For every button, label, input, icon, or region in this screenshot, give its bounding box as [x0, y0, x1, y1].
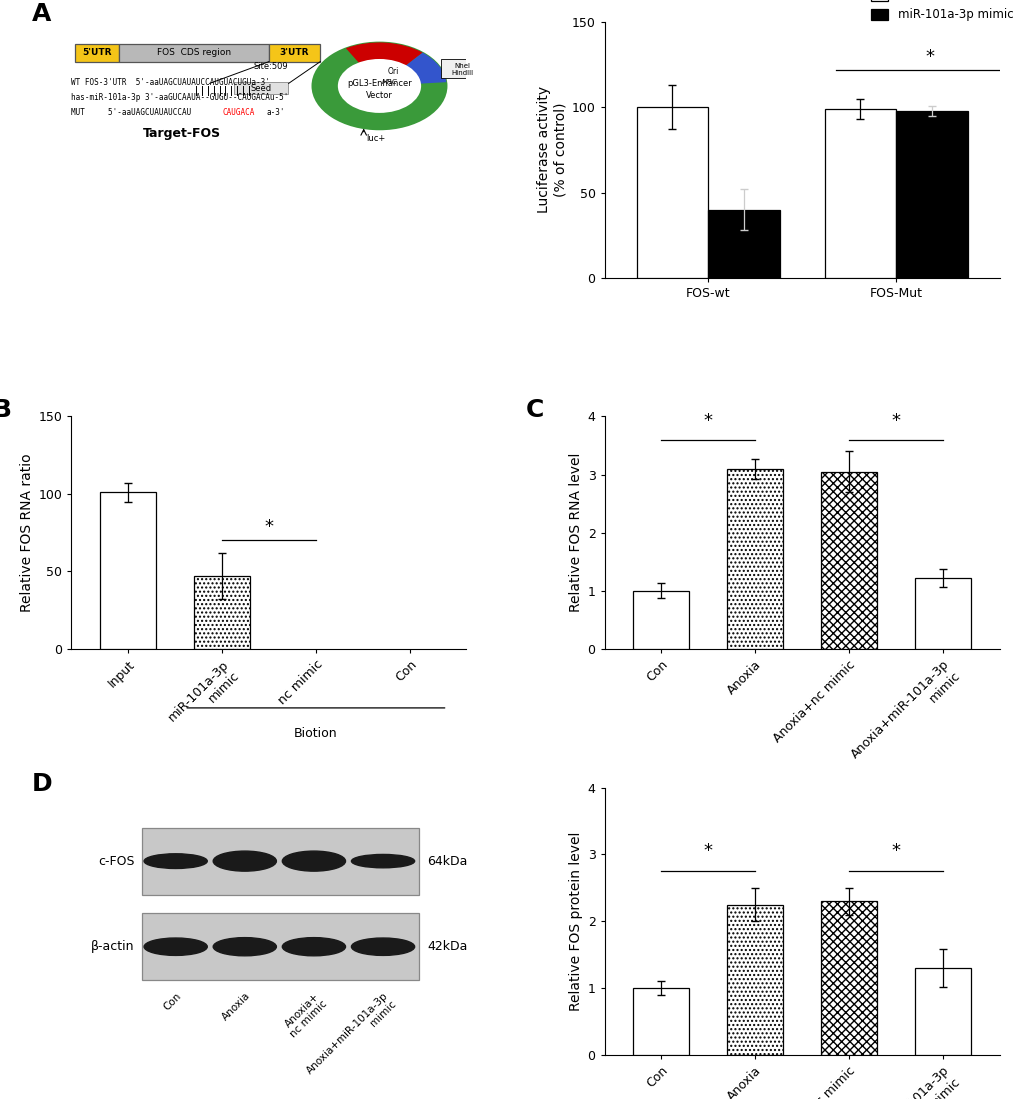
Bar [632, 591, 689, 650]
Text: Anoxia+miR-101a-3p
mimic: Anoxia+miR-101a-3p mimic [305, 991, 398, 1085]
Text: *: * [703, 412, 712, 431]
Text: Seed: Seed [251, 84, 271, 92]
Text: A: A [32, 1, 51, 25]
Text: 5'UTR: 5'UTR [83, 48, 112, 57]
Text: Anoxia: Anoxia [220, 991, 252, 1023]
Text: FOS  CDS region: FOS CDS region [157, 48, 230, 57]
Bar [143, 828, 419, 895]
Text: β-actin: β-actin [91, 941, 135, 953]
Bar [896, 111, 967, 278]
Bar [820, 901, 876, 1055]
Text: Con: Con [161, 991, 182, 1012]
Bar [632, 988, 689, 1055]
Text: Biotion: Biotion [293, 726, 337, 740]
Ellipse shape [282, 937, 345, 956]
Bar [143, 913, 419, 980]
Text: Target-FOS: Target-FOS [143, 126, 221, 140]
Text: has-miR-101a-3p 3'-aaGUCAAUA--GUGU--CAUGACAu-5': has-miR-101a-3p 3'-aaGUCAAUA--GUGU--CAUG… [71, 93, 288, 102]
Ellipse shape [213, 851, 276, 872]
Bar [914, 968, 970, 1055]
Text: CAUGACA: CAUGACA [222, 108, 255, 116]
Wedge shape [345, 43, 422, 86]
Legend: nc mimic, miR-101a-3p mimic: nc mimic, miR-101a-3p mimic [870, 0, 1013, 21]
Text: *: * [264, 518, 273, 536]
Text: *: * [891, 412, 900, 431]
Text: c-FOS: c-FOS [98, 855, 135, 867]
Ellipse shape [352, 939, 415, 955]
Text: MRC: MRC [381, 79, 396, 85]
Bar [727, 469, 783, 650]
Ellipse shape [352, 854, 415, 868]
Y-axis label: Relative FOS RNA level: Relative FOS RNA level [569, 453, 583, 612]
Bar [707, 210, 779, 278]
Wedge shape [379, 53, 446, 86]
Text: *: * [703, 843, 712, 861]
Circle shape [312, 43, 446, 130]
Bar [100, 492, 156, 650]
Text: 3'UTR: 3'UTR [279, 48, 309, 57]
Ellipse shape [213, 937, 276, 956]
Bar [636, 108, 707, 278]
Circle shape [337, 59, 421, 113]
Ellipse shape [144, 854, 207, 868]
Text: 42kDa: 42kDa [427, 941, 467, 953]
Text: C: C [525, 398, 543, 422]
Bar [194, 576, 250, 650]
Bar [824, 109, 896, 278]
Text: pGL3-Enhancer
Vector: pGL3-Enhancer Vector [346, 79, 412, 100]
Text: Ori: Ori [387, 67, 398, 76]
Text: WT FOS-3'UTR  5'-aaUAGCUAUAUCCAUGUACUGUa-3': WT FOS-3'UTR 5'-aaUAGCUAUAUCCAUGUACUGUa-… [71, 78, 270, 87]
Text: 64kDa: 64kDa [427, 855, 467, 867]
Text: luc+: luc+ [366, 134, 385, 143]
FancyBboxPatch shape [440, 59, 483, 78]
Ellipse shape [282, 851, 345, 872]
Text: B: B [0, 398, 11, 422]
Text: Site:509: Site:509 [254, 63, 288, 71]
Bar [914, 578, 970, 650]
Y-axis label: Luciferase activity
(% of control): Luciferase activity (% of control) [537, 87, 567, 213]
Bar [727, 904, 783, 1055]
Text: Anoxia+
nc mimic: Anoxia+ nc mimic [280, 991, 329, 1040]
Text: HindIII: HindIII [451, 69, 473, 76]
Bar [269, 44, 320, 62]
Text: *: * [891, 843, 900, 861]
Ellipse shape [144, 939, 207, 955]
Bar [820, 471, 876, 650]
Text: D: D [32, 771, 52, 796]
Y-axis label: Relative FOS protein level: Relative FOS protein level [569, 832, 583, 1011]
Text: NheI: NheI [454, 63, 470, 69]
Bar [75, 44, 118, 62]
Text: a-3': a-3' [267, 108, 285, 116]
Bar [118, 44, 269, 62]
Text: MUT     5'-aaUAGCUAUAUCCAU: MUT 5'-aaUAGCUAUAUCCAU [71, 108, 192, 116]
FancyBboxPatch shape [234, 82, 287, 95]
Text: *: * [924, 48, 933, 66]
Y-axis label: Relative FOS RNA ratio: Relative FOS RNA ratio [20, 454, 35, 612]
